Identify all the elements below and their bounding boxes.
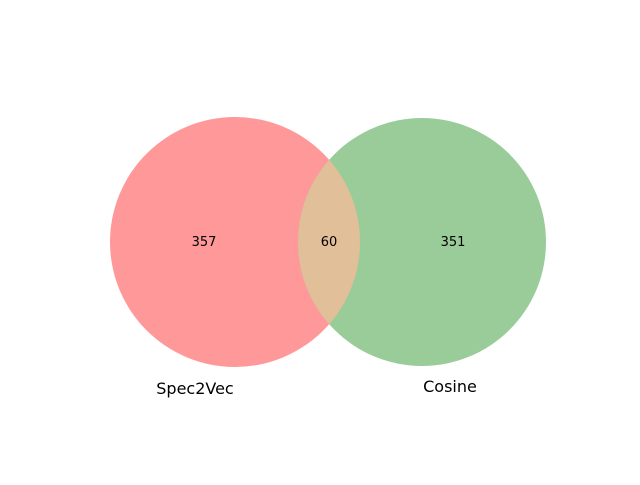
set-circle-cosine (298, 118, 546, 366)
set-label-cosine: Cosine (423, 377, 477, 396)
set-label-spec2vec: Spec2Vec (156, 379, 233, 398)
right-only-count: 351 (441, 235, 466, 250)
intersection-count: 60 (321, 235, 338, 250)
set-circle-spec2vec (110, 117, 360, 367)
left-only-count: 357 (192, 235, 217, 250)
